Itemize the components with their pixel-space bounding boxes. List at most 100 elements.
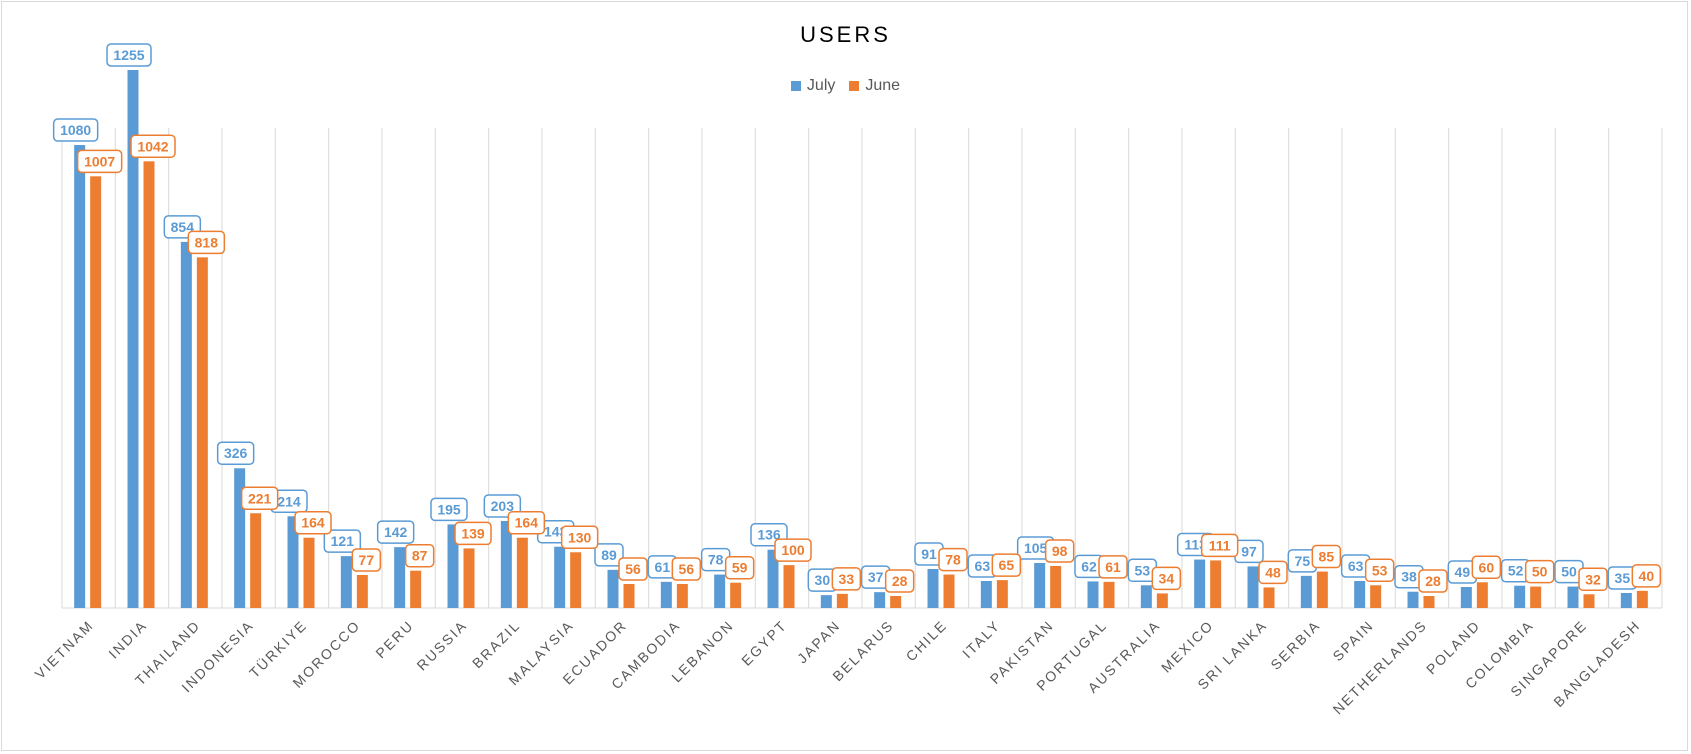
bar-june-russia <box>463 548 475 608</box>
bar-june-brazil <box>516 537 528 608</box>
data-label-july: 49 <box>1447 560 1478 584</box>
bar-july-pakistan <box>1034 562 1046 608</box>
data-label-text: 38 <box>1401 569 1417 585</box>
data-label-july: 1080 <box>52 118 99 142</box>
x-tick-label: SERBIA <box>1267 617 1323 673</box>
data-label-july: 105 <box>1016 536 1055 560</box>
legend-swatch-june <box>849 81 860 91</box>
data-label-box <box>1418 569 1448 593</box>
data-label-june: 60 <box>1471 555 1502 580</box>
data-label-july: 326 <box>216 441 255 465</box>
data-label-box <box>240 486 279 511</box>
data-label-box <box>52 118 99 142</box>
data-label-text: 63 <box>1348 558 1364 574</box>
data-label-text: 52 <box>1508 563 1524 579</box>
bar-june-lebanon <box>730 582 742 608</box>
bar-july-japan <box>820 595 832 608</box>
data-label-july: 52 <box>1500 558 1531 583</box>
data-label-july: 78 <box>700 547 731 572</box>
data-label-text: 61 <box>655 559 671 575</box>
data-label-text: 75 <box>1295 553 1311 569</box>
data-label-text: 214 <box>277 493 301 509</box>
data-label-box <box>430 497 468 522</box>
bar-july-italy <box>980 580 992 608</box>
data-label-box <box>1524 559 1555 584</box>
data-label-box <box>294 510 332 535</box>
bar-june-portugal <box>1103 581 1115 608</box>
data-label-box <box>1578 567 1608 592</box>
data-label-july: 121 <box>323 529 362 553</box>
data-label-text: 65 <box>999 557 1015 573</box>
data-label-text: 1255 <box>113 47 144 63</box>
bar-june-türkiye <box>303 537 315 608</box>
data-label-july: 97 <box>1234 539 1264 564</box>
bar-july-belarus <box>874 592 886 608</box>
bar-july-colombia <box>1514 585 1526 608</box>
data-label-text: 91 <box>921 546 937 562</box>
data-label-box <box>1364 558 1395 583</box>
data-label-box <box>1311 544 1342 569</box>
data-label-june: 33 <box>831 567 862 591</box>
data-label-box <box>454 521 492 546</box>
data-label-text: 28 <box>892 573 908 589</box>
data-label-box <box>1200 533 1239 558</box>
data-label-text: 35 <box>1615 570 1631 586</box>
data-label-text: 50 <box>1532 564 1548 580</box>
data-label-box <box>938 547 968 572</box>
data-label-text: 32 <box>1585 571 1601 587</box>
bar-july-netherlands <box>1407 591 1419 608</box>
data-label-box <box>507 510 546 535</box>
bar-july-sri-lanka <box>1247 566 1259 608</box>
bar-june-spain <box>1370 585 1382 608</box>
data-label-box <box>351 548 382 572</box>
bar-june-sri-lanka <box>1263 587 1275 608</box>
data-label-text: 85 <box>1319 549 1335 565</box>
x-tick-label: JAPAN <box>794 617 844 667</box>
bar-june-thailand <box>196 257 208 608</box>
bar-july-mexico <box>1194 559 1206 608</box>
data-label-june: 56 <box>618 557 648 581</box>
bar-july-brazil <box>500 520 512 608</box>
data-label-june: 111 <box>1200 533 1239 558</box>
bar-june-morocco <box>356 574 368 608</box>
data-label-box <box>1098 555 1128 579</box>
data-label-june: 61 <box>1098 555 1128 579</box>
data-label-text: 97 <box>1241 543 1257 559</box>
data-label-text: 142 <box>384 524 408 540</box>
data-label-july: 214 <box>270 489 308 514</box>
bar-june-colombia <box>1530 586 1542 608</box>
data-label-text: 49 <box>1455 564 1471 580</box>
bar-june-japan <box>836 593 848 608</box>
bar-july-peru <box>394 547 406 608</box>
bar-july-indonesia <box>234 468 246 608</box>
data-label-july: 38 <box>1394 564 1424 589</box>
data-label-text: 78 <box>708 552 724 568</box>
data-label-box <box>1044 539 1075 563</box>
data-label-box <box>884 569 915 593</box>
data-label-june: 100 <box>774 538 812 562</box>
data-label-text: 121 <box>331 533 355 549</box>
data-label-box <box>130 134 176 159</box>
legend-item-june: June <box>849 77 900 95</box>
data-label-box <box>1151 566 1182 591</box>
data-label-july: 50 <box>1554 559 1584 584</box>
legend-label-july: July <box>806 77 836 94</box>
bar-july-singapore <box>1567 586 1579 608</box>
data-label-text: 28 <box>1425 573 1441 589</box>
bar-june-vietnam <box>90 176 102 608</box>
data-label-box <box>991 553 1022 577</box>
bar-june-indonesia <box>250 513 262 608</box>
data-label-text: 59 <box>732 560 748 576</box>
bar-june-singapore <box>1583 594 1595 608</box>
bar-june-australia <box>1156 593 1168 608</box>
data-label-june: 78 <box>938 547 968 572</box>
data-label-text: 60 <box>1479 559 1495 575</box>
data-label-june: 139 <box>454 521 492 546</box>
x-tick-label: NETHERLANDS <box>1330 617 1431 718</box>
data-label-july: 75 <box>1287 549 1318 573</box>
bar-july-australia <box>1140 585 1152 608</box>
bar-july-türkiye <box>287 516 299 608</box>
data-label-june: 53 <box>1364 558 1395 583</box>
data-label-july: 195 <box>430 497 468 522</box>
